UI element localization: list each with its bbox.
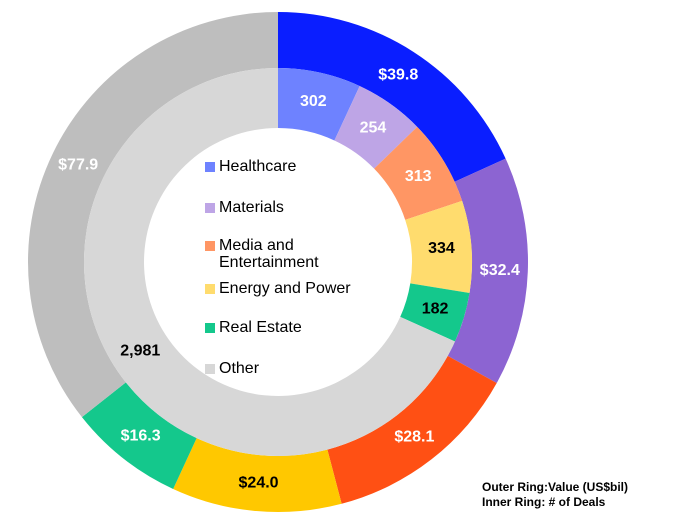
legend-swatch — [205, 241, 215, 251]
data-label: $24.0 — [239, 474, 279, 491]
legend-label: Real Estate — [219, 319, 302, 336]
data-label: 254 — [360, 119, 387, 136]
legend-swatch — [205, 323, 215, 333]
legend-swatch — [205, 284, 215, 294]
legend-item: Media and Entertainment — [205, 237, 355, 271]
segment — [173, 438, 342, 512]
legend-item: Other — [205, 360, 355, 377]
segment — [81, 382, 197, 489]
data-label: $32.4 — [480, 262, 520, 279]
legend-swatch — [205, 162, 215, 172]
legend-item: Energy and Power — [205, 280, 355, 297]
segment — [327, 355, 497, 504]
segment — [447, 158, 528, 384]
annotation: Inner Ring: # of Deals — [482, 495, 606, 509]
legend-item: Healthcare — [205, 158, 355, 175]
segment — [278, 12, 506, 182]
segment — [278, 68, 360, 141]
segment — [334, 86, 418, 169]
data-label: $39.8 — [378, 67, 418, 84]
legend-swatch — [205, 364, 215, 374]
segment — [400, 283, 470, 342]
segment — [27, 12, 278, 418]
legend-label: Healthcare — [219, 158, 297, 175]
legend-swatch — [205, 203, 215, 213]
legend-label: Other — [219, 360, 260, 377]
data-label: $28.1 — [394, 428, 434, 445]
data-label: 182 — [422, 300, 449, 317]
data-label: 2,981 — [120, 342, 160, 359]
annotation: Outer Ring:Value (US$bil) — [482, 480, 629, 494]
data-label: $77.9 — [58, 157, 98, 174]
legend-label: Media and Entertainment — [219, 237, 319, 271]
data-label: 334 — [428, 240, 455, 257]
segment — [374, 126, 463, 220]
data-label: 302 — [300, 93, 327, 110]
segment — [405, 200, 472, 293]
legend-label: Energy and Power — [219, 280, 351, 297]
legend-item: Real Estate — [205, 319, 355, 336]
legend-item: Materials — [205, 199, 355, 216]
segment — [83, 68, 455, 456]
legend-label: Materials — [219, 199, 284, 216]
data-label: 313 — [405, 168, 432, 185]
data-label: $16.3 — [121, 428, 161, 445]
